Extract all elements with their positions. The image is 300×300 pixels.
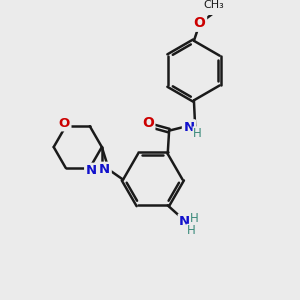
Text: N: N — [179, 215, 190, 228]
Text: CH₃: CH₃ — [203, 1, 224, 10]
Text: N: N — [99, 163, 110, 176]
Text: N: N — [183, 121, 194, 134]
Text: H: H — [193, 127, 202, 140]
Text: N: N — [86, 164, 97, 177]
Text: H: H — [190, 212, 198, 225]
Text: O: O — [194, 16, 206, 30]
Text: O: O — [142, 116, 154, 130]
Text: H: H — [187, 224, 196, 237]
Text: O: O — [59, 117, 70, 130]
